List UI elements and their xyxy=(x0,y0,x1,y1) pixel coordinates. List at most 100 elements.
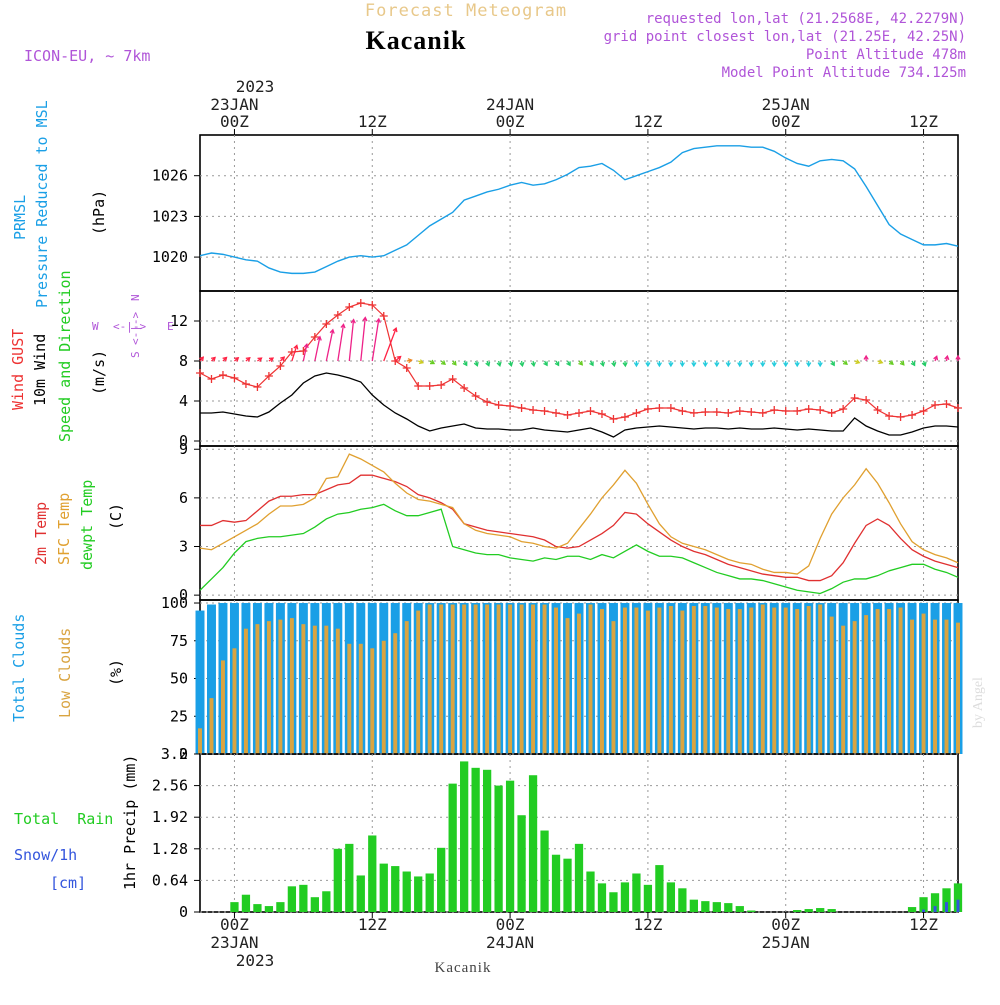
gust-marker xyxy=(747,408,755,416)
low-cloud-bar xyxy=(324,626,328,754)
low-cloud-bar xyxy=(278,620,282,754)
low-cloud-bar xyxy=(474,605,478,754)
point-altitude: Point Altitude 478m xyxy=(806,47,966,63)
rain-bar xyxy=(460,761,468,912)
rain-bar xyxy=(621,882,629,912)
low-cloud-bar xyxy=(221,660,225,754)
wind-direction-arrow xyxy=(531,361,535,366)
gust-marker xyxy=(690,409,698,417)
low-cloud-bar xyxy=(841,626,845,754)
rain-bar xyxy=(563,859,571,912)
wind-direction-arrow xyxy=(338,324,345,361)
wind-direction-arrow xyxy=(855,360,860,364)
gust-marker xyxy=(816,406,824,414)
gust-marker xyxy=(564,411,572,419)
rain-bar xyxy=(288,886,296,912)
low-cloud-bar xyxy=(497,605,501,754)
gust-marker xyxy=(506,402,514,410)
wind-direction-arrow xyxy=(497,361,501,366)
arrow-shaft xyxy=(315,337,320,361)
wind10-label: 10m Wind xyxy=(31,334,49,406)
wind-direction-arrow xyxy=(634,361,638,366)
rain-bar xyxy=(690,900,698,912)
rain-bar xyxy=(472,768,480,912)
wind-direction-arrow xyxy=(361,317,367,361)
low-cloud-bar xyxy=(485,605,489,754)
y-tick-label: 0.64 xyxy=(152,871,188,889)
gust-marker xyxy=(667,404,675,412)
wind-direction-arrow xyxy=(911,361,915,365)
rain-bar xyxy=(517,815,525,912)
low-cloud-bar xyxy=(508,605,512,754)
top-hour-label: 00Z xyxy=(220,112,249,131)
wind-direction-arrow xyxy=(600,361,604,366)
rose-vertical: <-|-> xyxy=(129,312,142,345)
low-cloud-bar xyxy=(818,605,822,754)
temp-unit: (C) xyxy=(107,503,125,530)
precip-axis-label: 1hr Precip (mm) xyxy=(121,755,139,890)
wind-direction-arrow xyxy=(878,360,883,364)
rose-w: W xyxy=(92,320,99,333)
rain-bar xyxy=(403,872,411,912)
gust-marker xyxy=(908,411,916,419)
wind-direction-arrow xyxy=(612,361,616,366)
faded-title: Forecast Meteogram xyxy=(365,1,567,21)
wind-direction-arrow xyxy=(578,361,582,365)
low-cloud-bar xyxy=(577,614,581,754)
rose-s: S xyxy=(129,351,142,358)
wind-direction-arrow xyxy=(669,361,673,366)
wind-direction-arrow xyxy=(486,361,490,366)
low-cloud-bar xyxy=(611,621,615,754)
bottom-date-label: 24JAN xyxy=(486,933,534,952)
y-tick-label: 1.92 xyxy=(152,808,188,826)
y-tick-label: 50 xyxy=(170,670,188,688)
arrow-shaft xyxy=(338,324,344,361)
wind-direction-arrow xyxy=(567,361,571,365)
prmsl-label: PRMSL xyxy=(11,195,29,240)
snow-unit: [cm] xyxy=(50,874,86,892)
rain-bar xyxy=(540,831,548,912)
low-cloud-bar xyxy=(382,641,386,754)
wind-direction-arrow xyxy=(280,357,284,361)
wind-direction-arrow xyxy=(934,356,938,361)
top-year: 2023 xyxy=(236,77,275,96)
wind-direction-arrow xyxy=(657,361,661,366)
wind-direction-arrow xyxy=(692,361,696,366)
low-cloud-bar xyxy=(405,621,409,754)
low-cloud-bar xyxy=(945,620,949,754)
wind-direction-arrow xyxy=(384,328,397,361)
wind-direction-arrow xyxy=(326,330,334,361)
low-cloud-bar xyxy=(784,608,788,754)
wind-direction-arrow xyxy=(395,357,400,361)
rain-bar xyxy=(598,883,606,912)
wind-direction-arrow xyxy=(441,360,445,364)
bottom-year: 2023 xyxy=(236,951,275,970)
gust-marker xyxy=(782,407,790,415)
pressure-line xyxy=(200,146,958,274)
wind-direction-arrow xyxy=(589,361,593,365)
rain-bar xyxy=(494,786,502,912)
low-cloud-bar xyxy=(703,606,707,754)
gust-marker xyxy=(472,392,480,400)
gust-marker xyxy=(943,400,951,408)
low-cloud-bar xyxy=(301,624,305,754)
low-cloud-bar xyxy=(244,629,248,754)
snow-bar xyxy=(945,902,948,912)
top-hour-label: 12Z xyxy=(633,112,662,131)
rain-bar xyxy=(655,865,663,912)
low-cloud-bar xyxy=(876,609,880,754)
low-cloud-bar xyxy=(749,608,753,754)
low-cloud-bar xyxy=(922,614,926,754)
wind-direction-arrow xyxy=(555,361,559,365)
requested-coords: requested lon,lat (21.2568E, 42.2279N) xyxy=(646,11,966,27)
wind-direction-arrow xyxy=(900,361,904,365)
credit: by Angel xyxy=(971,677,986,728)
rain-bar xyxy=(724,903,732,912)
wind-direction-arrow xyxy=(726,361,730,366)
footer-station: Kacanik xyxy=(435,960,492,976)
temperature-frame xyxy=(200,446,958,600)
